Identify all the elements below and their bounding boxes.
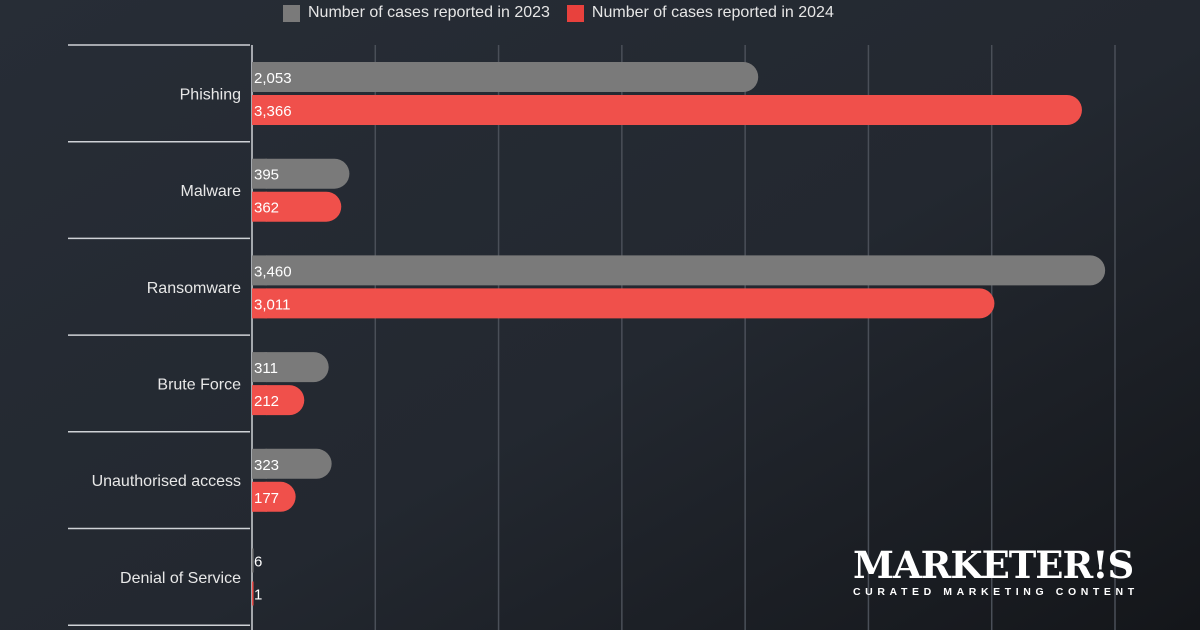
- bar-base: [252, 95, 267, 125]
- data-label: 212: [254, 393, 279, 410]
- bar-2023: [252, 255, 1106, 286]
- marketers-logo: MARKETER!S CURATED MARKETING CONTENT: [853, 545, 1139, 598]
- bar-2024: [252, 95, 1082, 125]
- bar-base: [252, 352, 267, 383]
- data-label: 3,011: [254, 296, 290, 313]
- bar-2024: [252, 581, 254, 606]
- bar-2024: [252, 191, 342, 222]
- category-label: Denial of Service: [120, 570, 241, 587]
- legend: Number of cases reported in 2023 Number …: [283, 4, 851, 22]
- legend-item-2024: Number of cases reported in 2024: [566, 4, 834, 22]
- data-label: 395: [254, 167, 279, 184]
- bar-2023: [252, 352, 329, 383]
- bar-2024: [252, 288, 995, 319]
- bar-2023: [252, 548, 254, 573]
- bar-base: [252, 448, 267, 479]
- bar-2023: [252, 158, 350, 189]
- data-label: 323: [254, 457, 279, 474]
- bar-2023: [252, 448, 332, 479]
- category-label: Malware: [181, 183, 242, 200]
- data-label: 2,053: [254, 70, 292, 87]
- bar-base: [252, 255, 267, 286]
- data-label: 177: [254, 490, 279, 507]
- legend-label-2024: Number of cases reported in 2024: [591, 4, 834, 21]
- logo-name: MARKETER!S: [853, 543, 1134, 587]
- bar-base: [252, 288, 267, 319]
- data-label: 311: [254, 360, 278, 377]
- logo-tagline: CURATED MARKETING CONTENT: [853, 586, 1139, 598]
- legend-swatch-2024: [566, 4, 584, 22]
- category-label: Brute Force: [157, 376, 241, 393]
- data-label: 3,366: [254, 103, 292, 120]
- bar-base: [252, 481, 267, 512]
- data-label: 3,460: [254, 263, 292, 280]
- category-label: Ransomware: [147, 280, 241, 297]
- bar-base: [252, 62, 267, 92]
- legend-swatch-2023: [283, 4, 300, 22]
- legend-item-2023: Number of cases reported in 2023: [283, 4, 550, 22]
- bar-base: [252, 158, 267, 189]
- bar-2023: [252, 62, 759, 92]
- data-label: 362: [254, 200, 279, 217]
- category-label: Phishing: [180, 86, 241, 103]
- data-label: 1: [254, 587, 262, 604]
- bar-base: [252, 385, 267, 416]
- data-label: 6: [254, 554, 262, 571]
- legend-label-2023: Number of cases reported in 2023: [308, 4, 550, 21]
- category-label: Unauthorised access: [92, 473, 241, 490]
- bar-base: [252, 191, 267, 222]
